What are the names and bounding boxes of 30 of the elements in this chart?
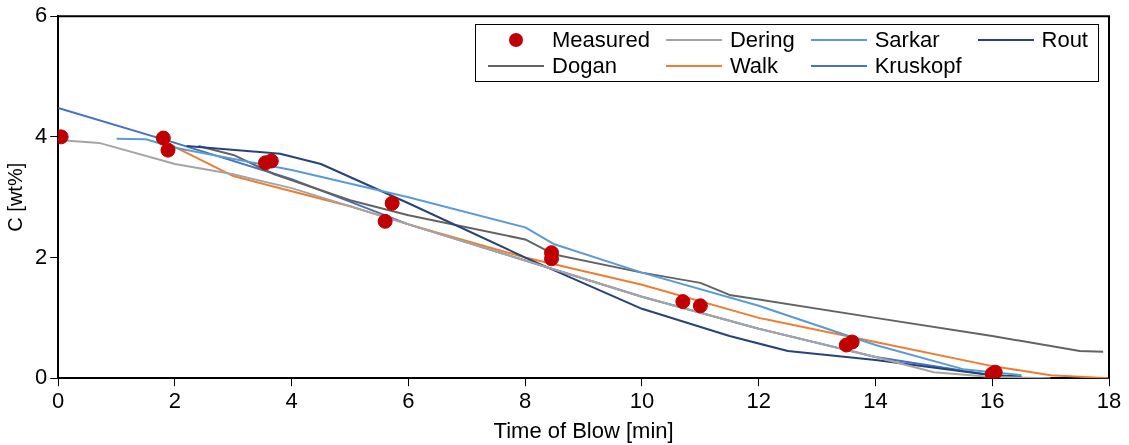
- legend-label: Sarkar: [874, 27, 940, 53]
- y-axis-title: C [wt%]: [3, 162, 26, 232]
- point: [384, 195, 400, 211]
- point: [377, 213, 393, 229]
- legend-label: Dering: [729, 27, 795, 53]
- x-tick-label: 2: [168, 388, 182, 414]
- legend-label: Measured: [552, 27, 650, 53]
- point: [675, 294, 691, 310]
- x-tick-label: 0: [52, 388, 65, 414]
- x-tick-label: 6: [402, 388, 415, 414]
- x-axis-title: Time of Blow [min]: [493, 417, 674, 443]
- x-tick-label: 10: [629, 388, 655, 414]
- legend-label: Dogan: [552, 53, 617, 79]
- legend-label: Rout: [1041, 27, 1088, 53]
- point: [692, 298, 708, 314]
- y-tick-label: 0: [34, 364, 48, 390]
- x-tick-label: 4: [285, 388, 298, 414]
- point: [155, 130, 171, 146]
- x-tick-label: 14: [863, 388, 888, 414]
- legend-label: Kruskopf: [874, 53, 962, 79]
- point: [844, 334, 860, 350]
- y-tick-label: 6: [34, 2, 48, 28]
- x-tick-label: 8: [519, 388, 532, 414]
- point: [160, 142, 176, 158]
- y-tick-label: 2: [34, 243, 48, 269]
- x-tick-label: 12: [746, 388, 771, 414]
- x-tick-label: 16: [980, 388, 1005, 414]
- y-tick-label: 4: [34, 122, 48, 148]
- x-tick-label: 18: [1096, 388, 1122, 414]
- legend-label: Walk: [729, 53, 778, 79]
